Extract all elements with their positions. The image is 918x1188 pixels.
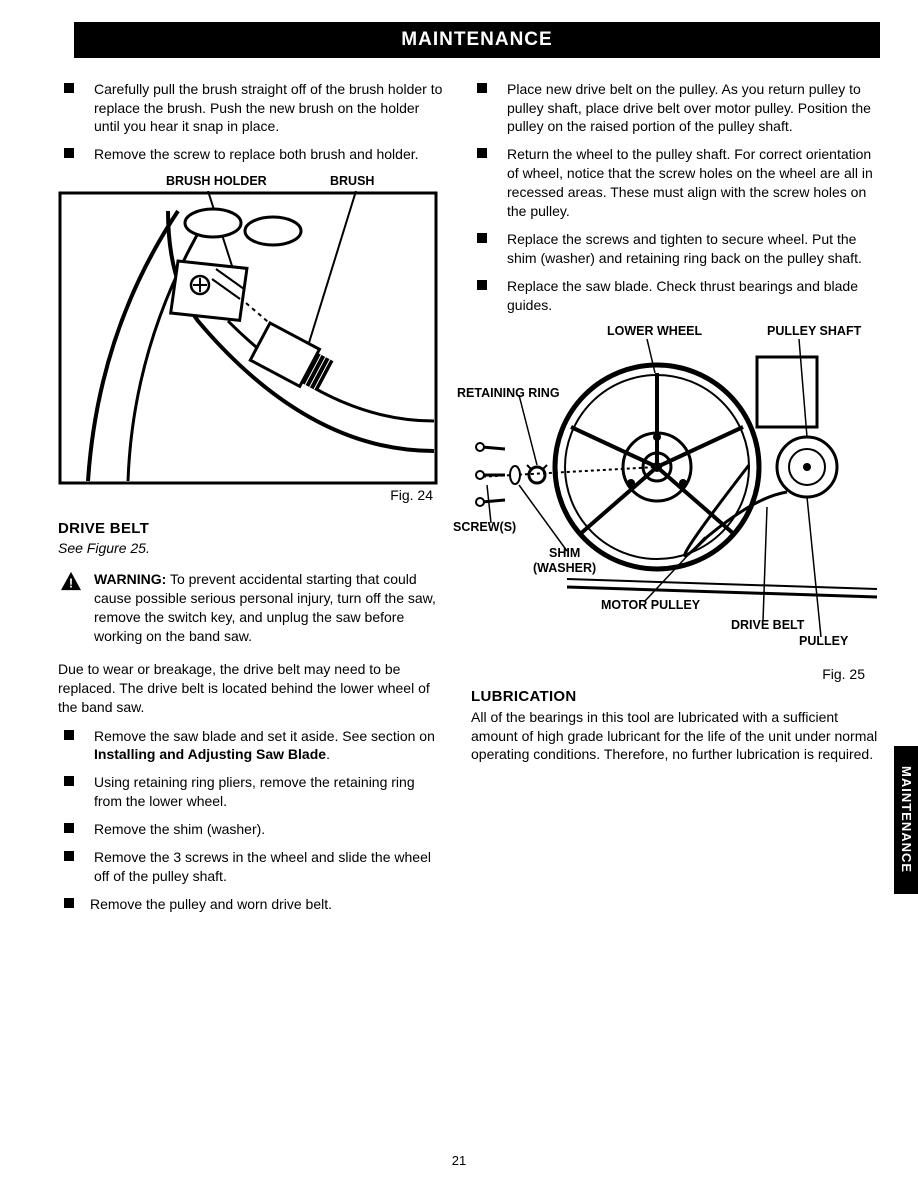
see-figure-25: See Figure 25. xyxy=(58,539,443,558)
fig25-caption: Fig. 25 xyxy=(822,665,871,684)
bullet-item: Using retaining ring pliers, remove the … xyxy=(58,773,443,811)
warning-block: ! WARNING: To prevent accidental startin… xyxy=(58,570,443,646)
warning-triangle-icon: ! xyxy=(60,571,82,596)
bullet-item: Replace the saw blade. Check thrust bear… xyxy=(471,277,880,315)
bullet-item: Remove the pulley and worn drive belt. xyxy=(58,895,443,914)
header-title: MAINTENANCE xyxy=(401,29,552,50)
step-text: Remove the shim (washer). xyxy=(94,821,265,837)
side-tab-label: MAINTENANCE xyxy=(897,766,915,873)
step-text: Remove the 3 screws in the wheel and sli… xyxy=(94,849,431,884)
left-column: Carefully pull the brush straight off of… xyxy=(58,80,443,923)
step-pre: Remove the saw blade and set it aside. S… xyxy=(94,728,435,744)
figure-25-svg xyxy=(447,337,877,667)
warning-text: WARNING: To prevent accidental starting … xyxy=(94,571,436,644)
bullet-item: Remove the saw blade and set it aside. S… xyxy=(58,727,443,765)
bullet-item: Remove the 3 screws in the wheel and sli… xyxy=(58,848,443,886)
bullet-text: Replace the saw blade. Check thrust bear… xyxy=(507,278,858,313)
page-header-bar: MAINTENANCE xyxy=(74,22,880,58)
bullet-item: Replace the screws and tighten to secure… xyxy=(471,230,880,268)
drive-belt-heading: DRIVE BELT xyxy=(58,519,443,539)
lubrication-text: All of the bearings in this tool are lub… xyxy=(471,708,880,765)
lubrication-heading: LUBRICATION xyxy=(471,687,880,707)
svg-text:!: ! xyxy=(69,576,73,591)
bullet-item: Return the wheel to the pulley shaft. Fo… xyxy=(471,145,880,221)
warning-label: WARNING: xyxy=(94,571,166,587)
page-number: 21 xyxy=(0,1152,918,1170)
figure-24-diagram: BRUSH HOLDER BRUSH xyxy=(58,173,443,505)
side-tab-maintenance: MAINTENANCE xyxy=(894,746,918,894)
step-bold: Installing and Adjusting Saw Blade xyxy=(94,746,326,762)
fig24-caption: Fig. 24 xyxy=(390,486,439,505)
bullet-item: Remove the screw to replace both brush a… xyxy=(58,145,443,164)
figure-25-diagram: LOWER WHEEL PULLEY SHAFT RETAINING RING … xyxy=(447,323,877,683)
bullet-text: Remove the screw to replace both brush a… xyxy=(94,146,419,162)
bullet-item: Place new drive belt on the pulley. As y… xyxy=(471,80,880,137)
bullet-text: Return the wheel to the pulley shaft. Fo… xyxy=(507,146,873,219)
bullet-text: Place new drive belt on the pulley. As y… xyxy=(507,81,871,135)
step-text: Remove the pulley and worn drive belt. xyxy=(90,896,332,912)
bullet-text: Carefully pull the brush straight off of… xyxy=(94,81,442,135)
step-post: . xyxy=(326,746,330,762)
drive-belt-steps: Remove the saw blade and set it aside. S… xyxy=(58,727,443,914)
figure-24-svg xyxy=(58,191,438,501)
drive-belt-intro: Due to wear or breakage, the drive belt … xyxy=(58,660,443,717)
page-container: MAINTENANCE Carefully pull the brush str… xyxy=(0,0,918,923)
left-top-bullets: Carefully pull the brush straight off of… xyxy=(58,80,443,165)
right-column: Place new drive belt on the pulley. As y… xyxy=(471,80,880,923)
label-brush-holder: BRUSH HOLDER xyxy=(166,173,267,190)
two-column-layout: Carefully pull the brush straight off of… xyxy=(58,80,880,923)
right-top-bullets: Place new drive belt on the pulley. As y… xyxy=(471,80,880,315)
bullet-item: Remove the shim (washer). xyxy=(58,820,443,839)
bullet-text: Replace the screws and tighten to secure… xyxy=(507,231,862,266)
bullet-item: Carefully pull the brush straight off of… xyxy=(58,80,443,137)
label-brush: BRUSH xyxy=(330,173,374,190)
step-text: Using retaining ring pliers, remove the … xyxy=(94,774,415,809)
